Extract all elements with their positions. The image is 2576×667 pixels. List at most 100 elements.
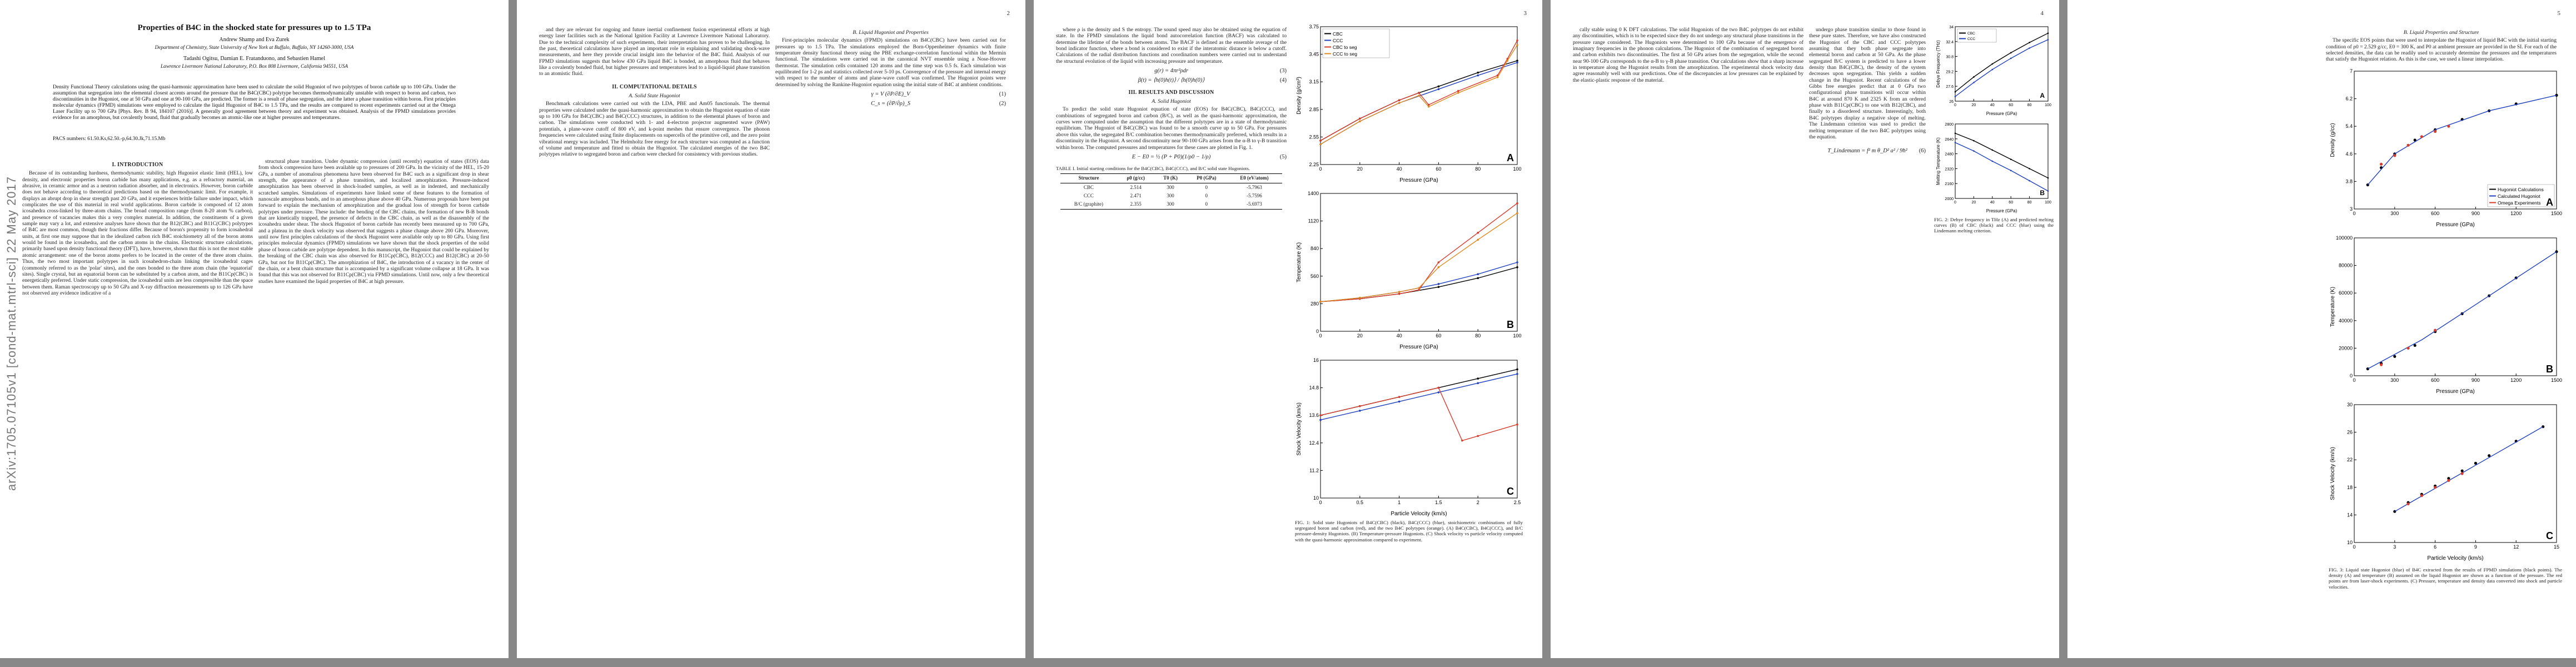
p3-left-column: where ρ is the density and S the entropy…: [1056, 27, 1287, 212]
panel-label: A: [1507, 152, 1514, 163]
p1-left-column: I. INTRODUCTION Because of its outstandi…: [22, 158, 253, 296]
data-point: [1437, 85, 1440, 88]
data-point: [1516, 423, 1518, 426]
legend-entry: CCC: [1333, 38, 1343, 43]
data-point: [2413, 138, 2416, 142]
x-tick-label: 1500: [2551, 377, 2562, 383]
data-point: [1398, 396, 1401, 398]
data-point: [2029, 180, 2030, 182]
figure-3: 0 3 300 3.8 600 4.6 900 5.4 1200 6.2 1500 7 Pressure…: [2329, 67, 2562, 645]
page-number: 5: [2557, 10, 2561, 17]
y-tick-label: 2.85: [1309, 107, 1319, 112]
x-tick-label: 60: [1436, 166, 1441, 172]
table-header: ρ0 (g/cc): [1127, 175, 1145, 181]
equation-6: T_Lindemann = f² m θ_D² a² / 9ħ² (6): [1827, 148, 1926, 155]
x-axis-label: Pressure (GPa): [2436, 389, 2474, 395]
y-tick-label: 11.2: [1309, 467, 1319, 473]
subsection-heading: A. Solid Hugoniot: [1152, 98, 1191, 105]
y-tick-label: 18: [2347, 485, 2353, 490]
data-point: [2366, 367, 2369, 371]
x-tick-label: 100: [2045, 103, 2051, 107]
data-point: [2379, 363, 2383, 366]
panel-label: B: [2546, 364, 2553, 375]
y-tick-label: 840: [1311, 246, 1319, 251]
y-axis-label: Temperature (K): [1296, 242, 1302, 282]
series-line: [1320, 62, 1518, 145]
data-point: [1359, 120, 1361, 123]
data-point: [2393, 355, 2396, 358]
data-point: [2047, 177, 2049, 179]
data-point: [1437, 261, 1440, 263]
series-line: [1955, 133, 2049, 178]
page-number: 4: [2040, 10, 2044, 17]
legend-entry: CBC: [1333, 31, 1343, 37]
x-axis-label: Pressure (GPa): [2436, 222, 2474, 228]
figure-caption: FIG. 2: Debye frequency in THz (A) and p…: [1934, 217, 2054, 234]
y-tick-label: 2480: [1945, 153, 1954, 157]
series-line: [1320, 60, 1518, 141]
x-tick-label: 40: [1990, 103, 1995, 107]
x-tick-label: 600: [2431, 211, 2439, 216]
series-line: [2394, 426, 2544, 512]
fig1-panel-c: 010 0.5 11.2 1 12.4 1.5 13.6 2 14.8 2.5 16 Particle…: [1296, 357, 1521, 517]
data-point: [2029, 168, 2030, 170]
subsection-heading: B. Liquid Hugoniot and Properties: [853, 29, 929, 36]
series-line: [1955, 142, 2049, 192]
p4-right-column: undergo phase transition similar to thos…: [1809, 27, 1926, 158]
plot-frame: [1320, 360, 1518, 499]
plot-frame: [1955, 123, 2049, 199]
data-point: [1954, 91, 1956, 93]
paragraph: Benchmark calculations were carried out …: [539, 101, 770, 158]
y-axis-label: Density (g/cm³): [1296, 77, 1302, 115]
x-tick-label: 40: [1990, 201, 1995, 205]
x-tick-label: 300: [2390, 211, 2399, 216]
y-tick-label: 3.75: [1309, 24, 1319, 29]
paragraph: structural phase transition. Under dynam…: [258, 158, 489, 285]
y-tick-label: 3.45: [1309, 52, 1319, 57]
data-point: [1398, 291, 1401, 293]
data-point: [1477, 377, 1479, 380]
y-tick-label: 12.4: [1309, 440, 1319, 446]
y-tick-label: 4.6: [2345, 151, 2353, 157]
data-point: [1954, 142, 1956, 143]
y-tick-label: 2.25: [1309, 162, 1319, 167]
y-tick-label: 2000: [1945, 197, 1954, 201]
y-axis-label: Shock Velocity (km/s): [2330, 447, 2336, 500]
x-tick-label: 6: [2434, 544, 2437, 550]
data-point: [1506, 59, 1509, 62]
fig3-panel-b: 00 300 20000 600 40000 900 60000 1200 80000 1500 1…: [2330, 235, 2562, 395]
page-3: 3 where ρ is the density and S the entro…: [1034, 0, 1542, 658]
section-heading: II. COMPUTATIONAL DETAILS: [612, 83, 697, 90]
x-axis-label: Pressure (GPa): [1399, 177, 1438, 183]
x-tick-label: 900: [2472, 377, 2480, 383]
x-tick-label: 900: [2472, 211, 2480, 216]
data-point: [2447, 125, 2450, 128]
legend-box: [1957, 28, 1997, 43]
data-point: [1991, 149, 1994, 151]
data-point: [2406, 502, 2410, 506]
panel-label: A: [2040, 92, 2045, 99]
fig3-panel-c: 010 3 14 6 18 9 22 12 26 15 30 Particle Velocity (k…: [2330, 402, 2559, 561]
y-tick-label: 3.8: [2345, 178, 2353, 184]
plot-frame: [2354, 404, 2557, 543]
data-point: [2029, 47, 2030, 49]
pacs-numbers: PACS numbers: 61.50.Ks,62.50.-p,64.30.Jk…: [53, 136, 166, 142]
data-point: [1319, 419, 1322, 421]
y-tick-label: 30: [2347, 402, 2353, 407]
y-tick-label: 10: [2347, 540, 2353, 545]
data-point: [1973, 150, 1975, 152]
data-point: [1477, 277, 1479, 280]
y-tick-label: 5.4: [2345, 123, 2353, 129]
table-header: T0 (K): [1163, 175, 1178, 181]
data-point: [1418, 92, 1420, 94]
panel-label: A: [2546, 197, 2553, 208]
series-line: [1320, 262, 1518, 302]
y-axis-label: Shock Velocity (km/s): [1296, 402, 1302, 456]
plot-frame: [2354, 237, 2557, 376]
data-point: [1437, 386, 1440, 389]
x-axis-label: Particle Velocity (km/s): [1391, 511, 1447, 517]
x-tick-label: 1200: [2510, 211, 2522, 216]
affiliation-2: Lawrence Livermore National Laboratory, …: [161, 63, 348, 69]
y-tick-label: 280: [1311, 301, 1319, 306]
